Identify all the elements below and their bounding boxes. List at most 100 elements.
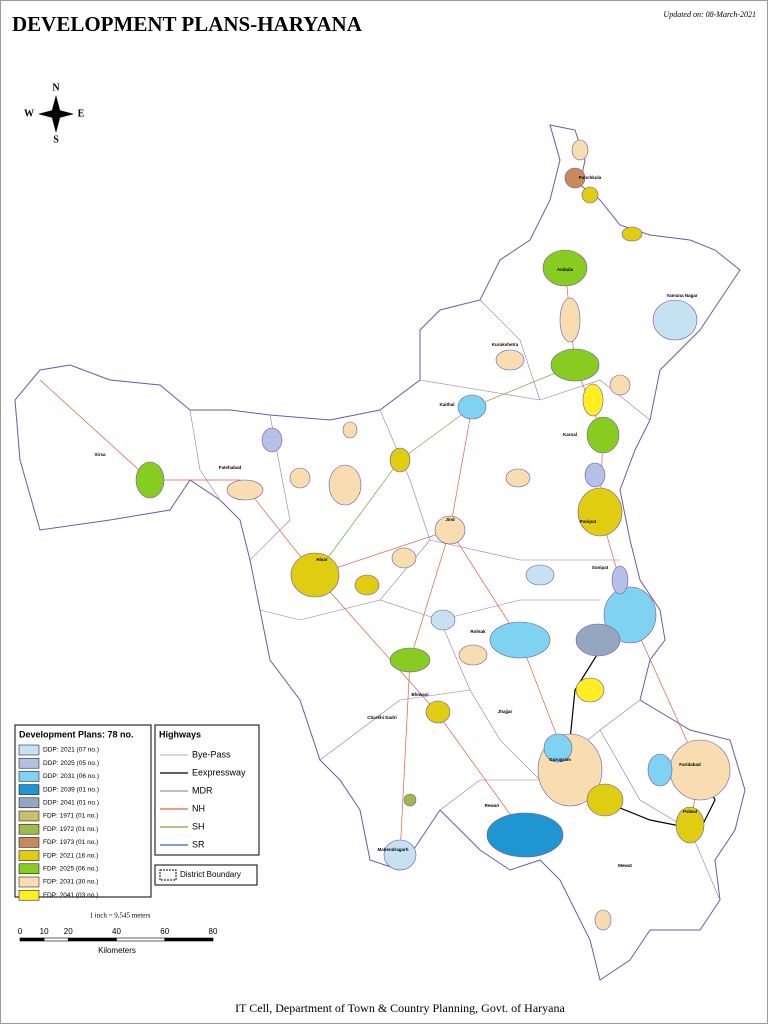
updated-date: Updated on: 08-March-2021 bbox=[663, 10, 756, 19]
place-label: Sonipat bbox=[592, 565, 609, 570]
plan-area bbox=[328, 464, 362, 506]
legend-swatch bbox=[18, 757, 40, 769]
legend-label: FDP: 2031 (30 no.) bbox=[43, 879, 98, 886]
scale-tick-label: 40 bbox=[112, 927, 121, 936]
plan-area bbox=[584, 462, 606, 488]
place-label: Rohtak bbox=[470, 629, 486, 634]
plan-area bbox=[582, 383, 604, 417]
plan-area bbox=[389, 447, 411, 473]
scale-segment bbox=[164, 937, 214, 942]
highway-label: Eexpressway bbox=[192, 767, 246, 777]
place-label: Yamuna Nagar bbox=[666, 293, 698, 298]
plan-area bbox=[383, 839, 417, 871]
plan-area bbox=[342, 421, 358, 439]
legend-swatch bbox=[18, 876, 40, 888]
place-label: Rewari bbox=[485, 803, 500, 808]
scale-segment bbox=[43, 937, 69, 942]
place-label: Fatehabad bbox=[219, 465, 242, 470]
plan-area bbox=[290, 552, 340, 598]
plan-area bbox=[261, 427, 283, 453]
plan-area bbox=[226, 479, 264, 501]
place-label: Bhiwani bbox=[411, 692, 428, 697]
legend-swatch bbox=[18, 823, 40, 835]
plan-area bbox=[457, 394, 487, 420]
place-label: Mahendragarh bbox=[377, 847, 408, 852]
plan-area bbox=[543, 733, 573, 763]
legend-label: FDP: 2021 (16 no.) bbox=[43, 852, 98, 859]
scale-unit: Kilometers bbox=[98, 946, 136, 955]
plan-area bbox=[430, 609, 456, 631]
highway-label: MDR bbox=[192, 785, 213, 795]
place-label: Palwal bbox=[683, 809, 697, 814]
legend-swatch bbox=[18, 810, 40, 822]
plan-area bbox=[652, 299, 698, 341]
scale-segment bbox=[19, 937, 45, 942]
highway-label: NH bbox=[192, 803, 205, 813]
place-label: Mewat bbox=[618, 863, 632, 868]
plan-area bbox=[389, 647, 431, 673]
place-label: Jhajjar bbox=[498, 709, 513, 714]
legend-swatch bbox=[18, 837, 40, 848]
footer: IT Cell, Department of Town & Country Pl… bbox=[235, 1001, 565, 1015]
plan-areas bbox=[135, 139, 731, 931]
legend-label: FDP: 2041 (03 no.) bbox=[43, 892, 98, 899]
plan-area bbox=[571, 139, 589, 161]
legend-swatch bbox=[18, 784, 40, 795]
legend-label: DDP: 2031 (06 no.) bbox=[43, 773, 99, 780]
legend-label: FDP: 1973 (01 no.) bbox=[43, 839, 98, 846]
plan-area bbox=[581, 186, 599, 204]
plan-area bbox=[586, 416, 620, 454]
plan-area bbox=[489, 621, 551, 659]
highway-label: SR bbox=[192, 839, 205, 849]
plan-area bbox=[575, 623, 621, 657]
place-label: Kaithal bbox=[439, 402, 454, 407]
highways-legend: Highways District Boundary bbox=[154, 724, 260, 886]
scale-tick-label: 60 bbox=[160, 927, 169, 936]
place-label: Kurukshetra bbox=[492, 342, 519, 347]
plan-area bbox=[575, 677, 605, 703]
compass-e: E bbox=[78, 108, 85, 119]
plan-area bbox=[354, 574, 380, 596]
scale-segment bbox=[67, 937, 117, 942]
legend-label: FDP: 1972 (01 no.) bbox=[43, 826, 98, 833]
plan-area bbox=[135, 461, 165, 499]
legend-swatch bbox=[18, 797, 40, 809]
scale-note: 1 inch = 9,545 meters bbox=[90, 912, 151, 920]
legend-label: DDP: 2025 (05 no.) bbox=[43, 760, 99, 767]
legend-swatch bbox=[18, 863, 40, 875]
legend-label: DDP: 2021 (07 no.) bbox=[43, 747, 99, 754]
legend-title: Development Plans: 78 no. bbox=[19, 729, 134, 739]
plan-area bbox=[289, 467, 311, 489]
legend-label: FDP: 2025 (06 no.) bbox=[43, 866, 98, 873]
highways-title: Highways bbox=[159, 729, 201, 739]
plan-area bbox=[434, 515, 466, 545]
scale-segment bbox=[116, 937, 166, 942]
plan-area bbox=[621, 226, 643, 242]
highway-label: SH bbox=[192, 821, 205, 831]
place-label: Ambala bbox=[557, 267, 574, 272]
plan-area bbox=[505, 468, 531, 488]
scale-tick-label: 20 bbox=[64, 927, 73, 936]
legend-swatch bbox=[18, 771, 40, 782]
plan-area bbox=[403, 793, 417, 807]
place-label: Gurugram bbox=[549, 757, 571, 762]
plan-area bbox=[458, 644, 488, 666]
plan-area bbox=[647, 753, 673, 787]
plan-area bbox=[577, 487, 623, 537]
plan-area bbox=[586, 783, 624, 817]
place-label: Jind bbox=[445, 517, 455, 522]
legend-swatch bbox=[18, 889, 40, 901]
plan-area bbox=[550, 348, 600, 382]
legend-swatch bbox=[18, 850, 40, 861]
boundary-label: District Boundary bbox=[180, 870, 241, 879]
plan-area bbox=[669, 739, 731, 801]
legend-swatch bbox=[18, 744, 40, 756]
plan-area bbox=[564, 167, 586, 189]
plan-area bbox=[611, 565, 629, 595]
plan-area bbox=[542, 249, 588, 287]
place-label: Karnal bbox=[563, 432, 577, 437]
place-label: Hisar bbox=[316, 557, 328, 562]
compass-n: N bbox=[52, 82, 60, 93]
plan-area bbox=[675, 806, 705, 844]
